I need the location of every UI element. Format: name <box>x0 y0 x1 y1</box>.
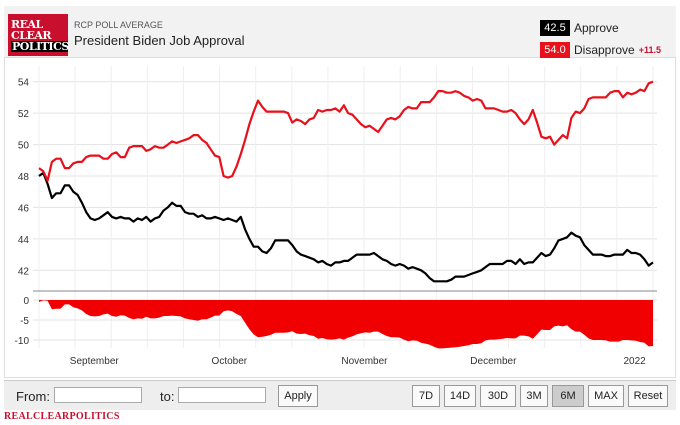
legend-approve: 42.5 Approve <box>540 18 668 38</box>
disapprove-value-badge: 54.0 <box>540 42 570 58</box>
y-tick-label: 46 <box>18 203 30 214</box>
from-date-input[interactable] <box>54 387 142 403</box>
apply-button[interactable]: Apply <box>278 385 318 407</box>
y-tick-label: 44 <box>18 235 30 246</box>
series-line-approve <box>38 171 654 283</box>
x-tick-label: September <box>70 356 120 367</box>
spread-area <box>39 300 653 349</box>
spread-tick-label: 0 <box>23 296 29 307</box>
chart-header: REAL CLEAR POLITICS RCP POLL AVERAGE Pre… <box>4 6 676 58</box>
y-tick-label: 42 <box>18 266 30 277</box>
date-range-controls: From: to: Apply 7D 14D 30D 3M 6M MAX Reset <box>4 380 676 410</box>
x-tick-label: 2022 <box>623 356 646 367</box>
range-button-14d[interactable]: 14D <box>444 385 476 407</box>
to-label: to: <box>160 389 175 404</box>
plot-area: 42 44 46 48 50 52 54 0 -5 -10 September October Nove… <box>4 58 676 378</box>
x-tick-label: October <box>212 356 248 367</box>
y-tick-label: 48 <box>18 172 30 183</box>
approve-value-badge: 42.5 <box>540 20 570 36</box>
range-button-30d[interactable]: 30D <box>480 385 516 407</box>
approve-label: Approve <box>574 21 619 35</box>
x-tick-label: December <box>470 356 517 367</box>
spread-value: +11.5 <box>638 45 661 55</box>
range-button-max[interactable]: MAX <box>588 385 624 407</box>
spread-tick-label: -10 <box>15 336 30 347</box>
y-tick-label: 54 <box>18 78 30 89</box>
range-button-3m[interactable]: 3M <box>520 385 548 407</box>
series-line-disapprove <box>38 80 654 182</box>
range-button-reset[interactable]: Reset <box>628 385 668 407</box>
logo-line-politics: POLITICS <box>11 39 69 53</box>
x-tick-label: November <box>341 356 388 367</box>
footer-brand: REALCLEARPOLITICS <box>4 411 120 422</box>
spread-tick-label: -5 <box>20 316 29 327</box>
chart-subtitle: RCP POLL AVERAGE <box>74 20 163 30</box>
y-tick-label: 50 <box>18 141 30 152</box>
chart-title: President Biden Job Approval <box>74 33 245 48</box>
disapprove-label: Disapprove <box>574 43 635 57</box>
range-button-6m[interactable]: 6M <box>552 385 584 407</box>
rcp-logo: REAL CLEAR POLITICS <box>8 14 69 56</box>
legend-disapprove: 54.0 Disapprove +11.5 <box>540 40 668 60</box>
logo-line-clear: CLEAR <box>11 28 52 42</box>
from-label: From: <box>16 389 50 404</box>
to-date-input[interactable] <box>178 387 266 403</box>
y-tick-label: 52 <box>18 109 30 120</box>
range-button-7d[interactable]: 7D <box>412 385 440 407</box>
logo-line-real: REAL <box>11 17 43 31</box>
line-chart-svg: 42 44 46 48 50 52 54 0 -5 -10 September October Nove… <box>15 66 657 367</box>
legend: 42.5 Approve 54.0 Disapprove +11.5 <box>540 18 668 62</box>
